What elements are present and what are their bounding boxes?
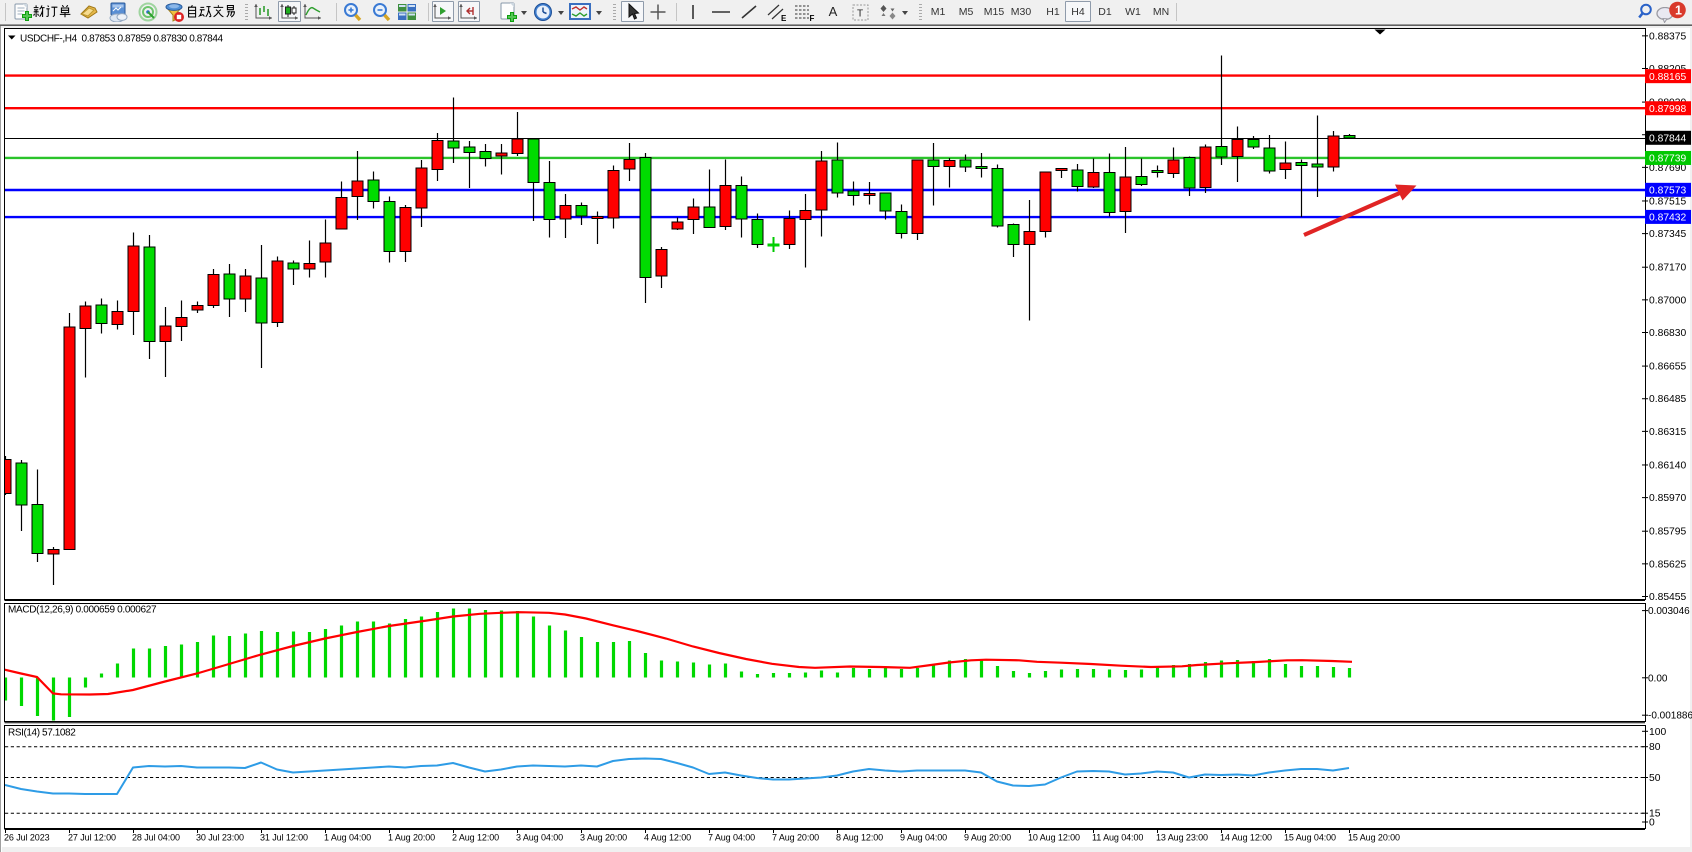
svg-text:15 Aug 04:00: 15 Aug 04:00	[1284, 833, 1336, 843]
svg-text:-0.001886: -0.001886	[1648, 711, 1692, 722]
svg-text:0: 0	[1649, 818, 1655, 829]
svg-text:7 Aug 04:00: 7 Aug 04:00	[708, 833, 755, 843]
svg-text:0.88165: 0.88165	[1649, 72, 1686, 83]
svg-text:15 Aug 20:00: 15 Aug 20:00	[1348, 833, 1400, 843]
svg-text:26 Jul 2023: 26 Jul 2023	[4, 833, 50, 843]
svg-text:0.85795: 0.85795	[1649, 527, 1686, 538]
svg-text:0.87515: 0.87515	[1649, 196, 1686, 207]
svg-text:1 Aug 04:00: 1 Aug 04:00	[324, 833, 371, 843]
svg-text:0.86830: 0.86830	[1649, 328, 1686, 339]
svg-text:0.88375: 0.88375	[1649, 31, 1686, 42]
svg-text:USDCHF-,H4 0.87853 0.87859 0.: USDCHF-,H4 0.87853 0.87859 0.87830 0.878…	[20, 34, 224, 45]
svg-text:1: 1	[1675, 4, 1682, 18]
svg-text:0.87844: 0.87844	[1649, 134, 1686, 145]
svg-text:1 Aug 20:00: 1 Aug 20:00	[388, 833, 435, 843]
svg-text:MACD(12,26,9) 0.000659 0.00062: MACD(12,26,9) 0.000659 0.000627	[8, 605, 157, 616]
svg-text:0.86485: 0.86485	[1649, 394, 1686, 405]
svg-text:0.86315: 0.86315	[1649, 427, 1686, 438]
svg-text:0.87000: 0.87000	[1649, 295, 1686, 306]
svg-text:RSI(14) 57.1082: RSI(14) 57.1082	[8, 728, 76, 739]
svg-text:2 Aug 12:00: 2 Aug 12:00	[452, 833, 499, 843]
svg-text:0.85970: 0.85970	[1649, 493, 1686, 504]
svg-text:0.87573: 0.87573	[1649, 186, 1686, 197]
svg-text:50: 50	[1649, 773, 1661, 784]
svg-text:4 Aug 12:00: 4 Aug 12:00	[644, 833, 691, 843]
svg-text:F: F	[810, 14, 815, 22]
svg-text:T: T	[857, 9, 863, 20]
svg-text:0.87998: 0.87998	[1649, 104, 1686, 115]
svg-text:100: 100	[1649, 727, 1666, 738]
svg-text:11 Aug 04:00: 11 Aug 04:00	[1092, 833, 1143, 843]
svg-text:3 Aug 20:00: 3 Aug 20:00	[580, 833, 627, 843]
svg-text:0.85455: 0.85455	[1649, 592, 1686, 603]
svg-text:0.87739: 0.87739	[1649, 154, 1686, 165]
svg-text:9 Aug 04:00: 9 Aug 04:00	[900, 833, 947, 843]
svg-text:9 Aug 20:00: 9 Aug 20:00	[964, 833, 1011, 843]
svg-text:15: 15	[1649, 809, 1661, 820]
svg-text:13 Aug 23:00: 13 Aug 23:00	[1156, 833, 1208, 843]
svg-text:0.87345: 0.87345	[1649, 229, 1686, 240]
svg-text:0.87170: 0.87170	[1649, 263, 1686, 274]
svg-text:E: E	[781, 14, 787, 22]
svg-text:80: 80	[1649, 742, 1661, 753]
svg-text:0.00: 0.00	[1648, 673, 1668, 684]
svg-text:14 Aug 12:00: 14 Aug 12:00	[1220, 833, 1272, 843]
svg-text:0.87690: 0.87690	[1649, 163, 1686, 174]
svg-text:7 Aug 20:00: 7 Aug 20:00	[772, 833, 819, 843]
svg-text:0.003046: 0.003046	[1648, 606, 1690, 617]
svg-text:30 Jul 23:00: 30 Jul 23:00	[196, 833, 244, 843]
svg-text:0.85625: 0.85625	[1649, 559, 1686, 570]
svg-text:3 Aug 04:00: 3 Aug 04:00	[516, 833, 563, 843]
svg-text:0.86140: 0.86140	[1649, 460, 1686, 471]
svg-text:28 Jul 04:00: 28 Jul 04:00	[132, 833, 180, 843]
svg-text:10 Aug 12:00: 10 Aug 12:00	[1028, 833, 1080, 843]
svg-text:0.87432: 0.87432	[1649, 213, 1686, 224]
svg-text:27 Jul 12:00: 27 Jul 12:00	[68, 833, 116, 843]
svg-text:0.86655: 0.86655	[1649, 362, 1686, 373]
svg-text:8 Aug 12:00: 8 Aug 12:00	[836, 833, 883, 843]
svg-text:31 Jul 12:00: 31 Jul 12:00	[260, 833, 308, 843]
